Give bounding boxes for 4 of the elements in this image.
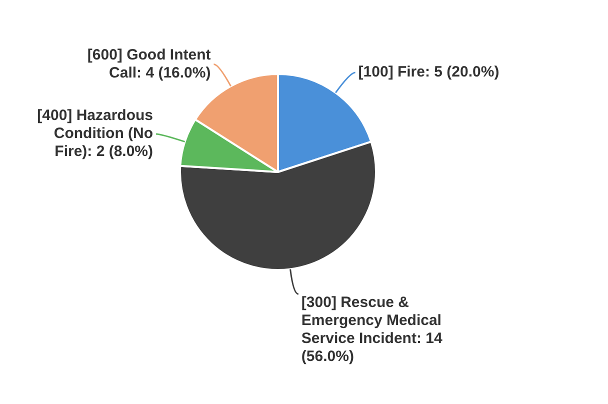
slice-label: [600] Good Intent Call: 4 (16.0%) xyxy=(87,46,211,82)
slice-label: [300] Rescue & Emergency Medical Service Incident: 14 (56.0%) xyxy=(301,294,443,366)
slice-label: [100] Fire: 5 (20.0%) xyxy=(358,64,500,81)
slice-label: [400] Hazardous Condition (No Fire): 2 (8.0%) xyxy=(37,107,154,160)
